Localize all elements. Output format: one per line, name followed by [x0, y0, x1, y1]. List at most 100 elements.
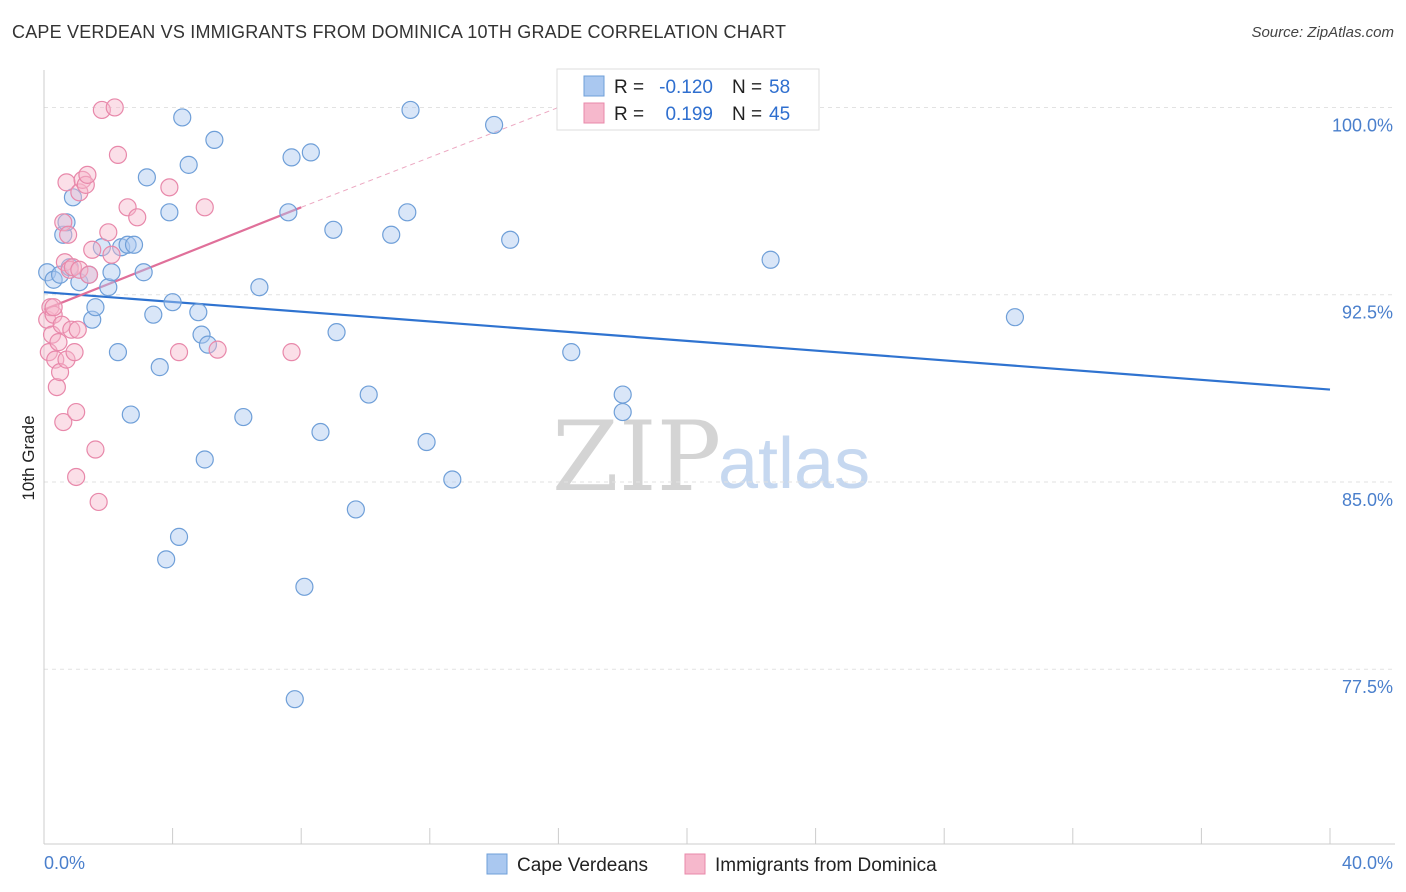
- data-point: [173, 108, 192, 127]
- watermark-atlas: atlas: [718, 424, 870, 504]
- data-point: [282, 343, 301, 362]
- data-point: [285, 690, 304, 709]
- data-point: [73, 170, 92, 189]
- data-point: [70, 260, 89, 279]
- gridlines: [44, 106, 1395, 670]
- data-point: [157, 550, 176, 569]
- legend-r-label-pink: R =: [614, 104, 644, 125]
- data-point: [282, 148, 301, 167]
- data-point: [39, 343, 58, 362]
- y-tick-label: 77.5%: [1342, 677, 1393, 697]
- data-point: [79, 265, 99, 284]
- data-point: [128, 208, 147, 227]
- trend-line-blue: [43, 291, 1331, 391]
- axes: [43, 70, 1395, 845]
- data-point: [562, 343, 581, 362]
- data-point: [501, 230, 520, 249]
- x-tick-label-min: 0.0%: [44, 853, 85, 873]
- data-point: [78, 165, 97, 184]
- trend-line-pink: [43, 206, 302, 311]
- data-point: [443, 470, 462, 489]
- data-point: [124, 235, 144, 254]
- data-point: [60, 260, 79, 279]
- data-point: [163, 293, 182, 312]
- data-point: [86, 298, 105, 317]
- data-point: [67, 467, 86, 487]
- data-point: [311, 422, 330, 442]
- data-point: [401, 100, 420, 120]
- data-point: [83, 240, 102, 259]
- data-point: [86, 440, 105, 459]
- data-point: [108, 343, 128, 362]
- data-point: [1005, 308, 1025, 327]
- data-point: [169, 343, 189, 362]
- bottom-legend-swatch-blue: [486, 853, 508, 875]
- data-point: [198, 335, 218, 354]
- data-point: [118, 235, 137, 254]
- bottom-legend-swatch-pink: [684, 853, 706, 875]
- data-point: [44, 298, 63, 317]
- data-point: [160, 203, 179, 222]
- data-point: [42, 325, 62, 344]
- legend-n-label-blue: N =: [732, 77, 762, 98]
- y-tick-label: 100.0%: [1332, 115, 1393, 135]
- x-tick-label-max: 40.0%: [1342, 853, 1393, 873]
- data-point: [144, 305, 163, 324]
- data-point: [70, 273, 89, 292]
- y-axis-label: 10th Grade: [19, 415, 38, 500]
- data-point: [295, 577, 314, 596]
- trend-extension-pink: [301, 106, 559, 208]
- data-point: [137, 168, 156, 187]
- data-point: [189, 303, 208, 322]
- data-point: [150, 358, 169, 377]
- data-point: [102, 245, 121, 264]
- data-point: [192, 325, 211, 344]
- data-point: [134, 263, 153, 282]
- y-tick-label: 92.5%: [1342, 303, 1393, 323]
- legend-r-value-blue: -0.120: [659, 77, 713, 98]
- x-ticks: [43, 828, 1331, 844]
- legend-r-label-blue: R =: [614, 77, 644, 98]
- data-point: [195, 450, 214, 469]
- legend-n-label-pink: N =: [732, 104, 762, 125]
- data-point: [279, 203, 298, 222]
- data-point: [301, 143, 320, 162]
- data-point: [398, 203, 417, 222]
- legend-swatch-blue: [583, 75, 605, 97]
- data-point: [68, 320, 87, 339]
- data-point: [67, 402, 86, 422]
- data-point: [99, 223, 118, 242]
- stats-legend: R = -0.120 N = 58 R = 0.199 N = 45: [556, 68, 820, 131]
- data-point: [359, 385, 378, 404]
- source-credit: Source: ZipAtlas.com: [1251, 24, 1394, 41]
- data-point: [89, 492, 108, 512]
- data-point: [761, 250, 780, 269]
- series-legend: Cape Verdeans Immigrants from Dominica: [486, 853, 937, 876]
- watermark-zip: ZIP: [552, 401, 721, 513]
- data-point: [208, 340, 227, 359]
- data-point: [234, 407, 253, 427]
- data-point: [65, 343, 84, 362]
- data-point: [59, 225, 78, 244]
- series-cape-verdeans: [38, 100, 1025, 709]
- data-point: [382, 225, 401, 244]
- data-point: [49, 333, 68, 352]
- bottom-legend-label-blue: Cape Verdeans: [517, 855, 648, 876]
- data-point: [47, 377, 66, 397]
- data-point: [62, 320, 81, 339]
- data-point: [346, 500, 365, 519]
- data-point: [118, 198, 137, 217]
- data-point: [485, 115, 504, 135]
- y-tick-labels: 100.0% 92.5% 85.0% 77.5%: [1332, 115, 1393, 697]
- bottom-legend-label-pink: Immigrants from Dominica: [715, 855, 937, 876]
- data-point: [195, 198, 214, 217]
- legend-n-value-pink: 45: [769, 104, 790, 125]
- data-point: [179, 155, 198, 174]
- data-point: [105, 98, 124, 117]
- data-point: [250, 278, 269, 297]
- data-point: [121, 405, 140, 424]
- trend-lines: [43, 106, 1331, 391]
- data-point: [160, 178, 179, 197]
- series-immigrants-from-dominica: [38, 98, 301, 512]
